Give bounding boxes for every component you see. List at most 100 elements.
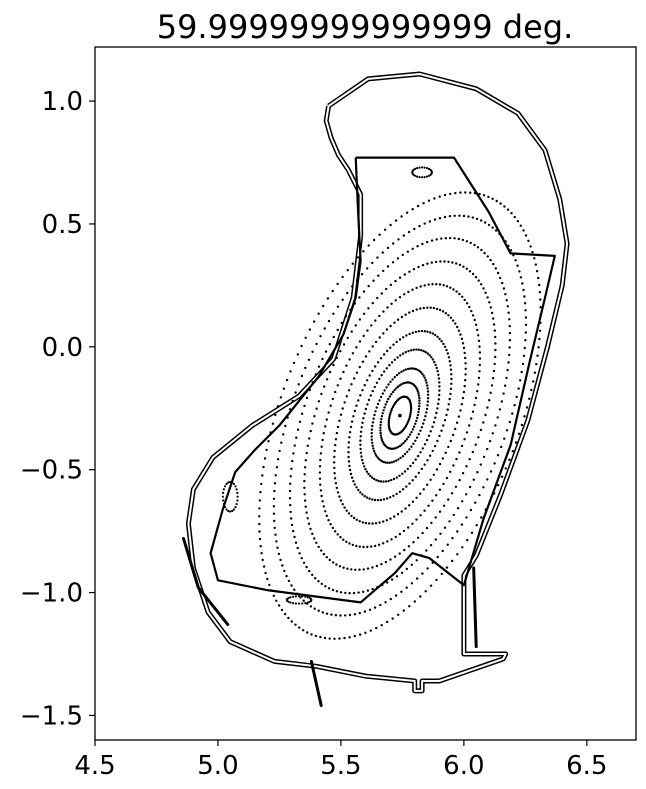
poincare-point bbox=[276, 458, 280, 461]
divertor-leg-1 bbox=[472, 566, 478, 649]
poincare-point bbox=[378, 377, 381, 381]
poincare-point bbox=[273, 526, 276, 530]
poincare-point bbox=[342, 343, 346, 346]
poincare-point bbox=[475, 217, 479, 221]
poincare-point bbox=[378, 336, 381, 339]
poincare-point bbox=[457, 329, 461, 332]
poincare-point bbox=[508, 324, 511, 328]
poincare-point bbox=[494, 229, 498, 232]
poincare-point bbox=[411, 428, 415, 431]
poincare-point bbox=[374, 365, 377, 368]
poincare-point bbox=[372, 279, 375, 282]
poincare-point bbox=[374, 410, 377, 413]
poincare-point bbox=[348, 464, 351, 468]
first-wall bbox=[209, 156, 556, 604]
poincare-point bbox=[367, 398, 371, 402]
poincare-point bbox=[482, 287, 485, 290]
poincare-point bbox=[360, 273, 364, 276]
poincare-point bbox=[303, 493, 306, 496]
poincare-point bbox=[500, 400, 503, 403]
island-point bbox=[229, 480, 232, 484]
poincare-point bbox=[350, 476, 354, 479]
poincare-point bbox=[407, 545, 411, 548]
poincare-point bbox=[389, 380, 392, 383]
island-point bbox=[301, 602, 304, 605]
poincare-point bbox=[350, 330, 353, 333]
poincare-point bbox=[354, 324, 357, 327]
poincare-point bbox=[429, 306, 432, 309]
poincare-point bbox=[427, 434, 431, 437]
poincare-point bbox=[353, 377, 356, 380]
poincare-point bbox=[524, 323, 528, 327]
poincare-point bbox=[513, 404, 516, 407]
poincare-point bbox=[433, 197, 436, 200]
poincare-point bbox=[455, 262, 458, 265]
poincare-point bbox=[390, 302, 393, 305]
poincare-point bbox=[435, 238, 438, 241]
poincare-point bbox=[389, 496, 392, 499]
poincare-point bbox=[389, 324, 392, 328]
poincare-point bbox=[394, 299, 397, 302]
poincare-point bbox=[501, 236, 504, 239]
island-point bbox=[222, 488, 225, 491]
poincare-point bbox=[460, 337, 464, 340]
poincare-point bbox=[371, 424, 374, 428]
poincare-point bbox=[410, 367, 414, 370]
poincare-point bbox=[321, 611, 324, 614]
poincare-point bbox=[289, 370, 292, 373]
poincare-point bbox=[356, 256, 360, 259]
poincare-point bbox=[418, 402, 421, 405]
poincare-point bbox=[486, 447, 489, 451]
poincare-point bbox=[386, 306, 389, 309]
poincare-point bbox=[366, 567, 370, 570]
poincare-point bbox=[441, 549, 444, 553]
poincare-point bbox=[325, 556, 328, 559]
poincare-point bbox=[461, 472, 465, 475]
poincare-point bbox=[362, 568, 365, 571]
poincare-point bbox=[394, 279, 397, 283]
poincare-point bbox=[402, 382, 405, 385]
poincare-point bbox=[432, 306, 436, 310]
poincare-point bbox=[423, 222, 426, 225]
island-point bbox=[227, 509, 230, 513]
poincare-point bbox=[426, 397, 430, 400]
poincare-point bbox=[514, 441, 518, 444]
poincare-point bbox=[422, 349, 425, 353]
poincare-point bbox=[455, 290, 458, 293]
poincare-point bbox=[435, 468, 439, 471]
poincare-point bbox=[416, 245, 419, 248]
poincare-point bbox=[440, 429, 443, 432]
poincare-point bbox=[473, 192, 477, 195]
island-point bbox=[235, 503, 238, 506]
poincare-point bbox=[426, 483, 429, 486]
poincare-point bbox=[470, 531, 474, 534]
poincare-point bbox=[331, 588, 335, 592]
poincare-point bbox=[477, 334, 480, 337]
poincare-point bbox=[275, 599, 278, 602]
poincare-point bbox=[365, 470, 369, 473]
poincare-point bbox=[307, 522, 311, 525]
poincare-point bbox=[391, 261, 395, 264]
poincare-point bbox=[449, 392, 452, 396]
poincare-point bbox=[315, 342, 318, 346]
poincare-point bbox=[363, 465, 366, 468]
flux-surface-9 bbox=[272, 214, 528, 617]
poincare-point bbox=[371, 444, 374, 447]
poincare-point bbox=[426, 393, 430, 396]
poincare-point bbox=[353, 613, 357, 616]
poincare-point bbox=[389, 346, 392, 349]
poincare-point bbox=[334, 438, 338, 441]
poincare-point bbox=[391, 617, 394, 620]
poincare-point bbox=[394, 535, 397, 539]
poincare-point bbox=[502, 392, 505, 395]
poincare-point bbox=[347, 389, 351, 392]
poincare-point bbox=[443, 193, 447, 197]
poincare-point bbox=[262, 465, 265, 469]
poincare-point bbox=[441, 457, 445, 460]
poincare-point bbox=[449, 439, 452, 443]
poincare-point bbox=[386, 246, 390, 250]
poincare-point bbox=[320, 549, 323, 552]
poincare-point bbox=[506, 368, 509, 372]
poincare-point bbox=[384, 560, 388, 564]
poincare-point bbox=[270, 589, 273, 592]
